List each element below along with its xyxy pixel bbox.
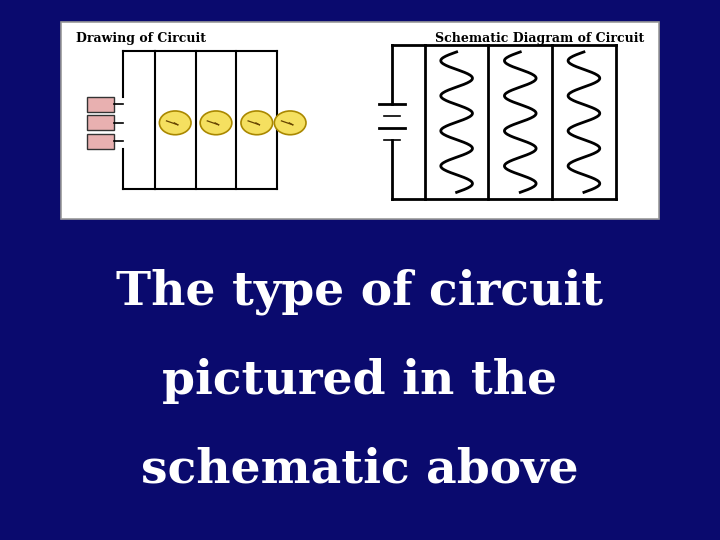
Bar [87,134,114,149]
Circle shape [241,111,273,135]
Circle shape [159,111,191,135]
Text: The type of circuit: The type of circuit [117,268,603,315]
Text: schematic above: schematic above [141,447,579,493]
Bar [61,22,659,219]
Text: Drawing of Circuit: Drawing of Circuit [76,32,206,45]
Bar [87,116,114,131]
Text: pictured in the: pictured in the [163,357,557,404]
Circle shape [274,111,306,135]
Text: Schematic Diagram of Circuit: Schematic Diagram of Circuit [435,32,644,45]
Bar [87,97,114,112]
Circle shape [200,111,232,135]
